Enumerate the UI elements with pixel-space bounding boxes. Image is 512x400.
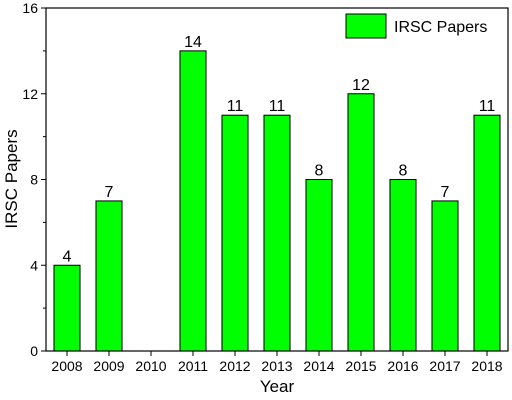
x-tick-label-2018: 2018 (471, 358, 502, 374)
y-tick-label-8: 8 (30, 172, 38, 188)
y-axis: 0 4 8 12 16 (22, 0, 46, 359)
data-label-2009: 7 (105, 184, 114, 201)
data-label-2016: 8 (399, 163, 408, 180)
x-tick-label-2013: 2013 (261, 358, 292, 374)
bar-2011 (179, 50, 207, 352)
bar-2017 (431, 200, 459, 352)
y-tick-label-4: 4 (30, 257, 38, 273)
data-label-2018: 11 (479, 98, 496, 115)
y-tick-label-12: 12 (22, 86, 38, 102)
y-tick-label-0: 0 (30, 343, 38, 359)
bar-2018 (473, 114, 501, 352)
x-tick-label-2014: 2014 (303, 358, 334, 374)
x-tick-label-2015: 2015 (345, 358, 376, 374)
bar-2016 (389, 179, 417, 352)
bar-2013 (263, 114, 291, 352)
data-label-2014: 8 (315, 163, 324, 180)
x-tick-label-2016: 2016 (387, 358, 418, 374)
bar-2009 (95, 200, 123, 352)
bars-group (53, 50, 501, 352)
x-axis-title: Year (260, 377, 295, 396)
y-axis-title: IRSC Papers (2, 129, 21, 228)
x-tick-label-2011: 2011 (178, 358, 208, 374)
y-tick-label-16: 16 (22, 0, 38, 16)
x-tick-label-2017: 2017 (429, 358, 460, 374)
x-tick-label-2010: 2010 (135, 358, 166, 374)
data-label-2017: 7 (441, 184, 450, 201)
x-tick-label-2009: 2009 (93, 358, 124, 374)
data-label-2011: 14 (184, 34, 202, 51)
x-axis: 2008 2009 2010 2011 2012 2013 2014 2015 2016 2017… (51, 351, 503, 374)
x-tick-label-2008: 2008 (51, 358, 82, 374)
legend: IRSC Papers (345, 13, 487, 39)
data-label-2013: 11 (269, 98, 286, 115)
bar-2015 (347, 93, 375, 352)
data-label-2015: 12 (352, 77, 370, 94)
legend-label: IRSC Papers (394, 19, 487, 36)
bar-2008 (53, 264, 81, 352)
data-label-2012: 11 (227, 98, 244, 115)
legend-swatch (345, 13, 387, 39)
data-labels-group: 4 7 14 11 11 8 12 8 7 11 (63, 34, 496, 265)
bar-2012 (221, 114, 249, 352)
data-label-2008: 4 (63, 248, 72, 265)
x-tick-label-2012: 2012 (219, 358, 250, 374)
bar-2014 (305, 179, 333, 352)
